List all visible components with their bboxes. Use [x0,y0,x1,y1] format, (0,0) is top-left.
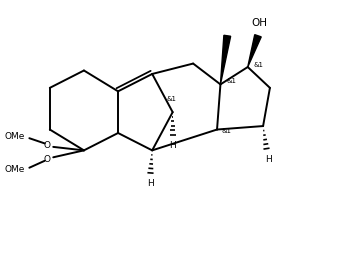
Text: H: H [265,155,272,164]
Polygon shape [248,35,261,67]
Text: OH: OH [252,18,268,28]
Text: OMe: OMe [5,132,25,141]
Polygon shape [221,35,231,84]
Text: H: H [147,179,154,188]
Text: OMe: OMe [5,165,25,174]
Text: &1: &1 [167,97,177,102]
Text: &1: &1 [254,62,264,68]
Text: &1: &1 [221,128,231,134]
Text: H: H [169,141,176,150]
Text: O: O [44,141,50,150]
Text: &1: &1 [227,78,237,84]
Text: O: O [44,155,50,164]
